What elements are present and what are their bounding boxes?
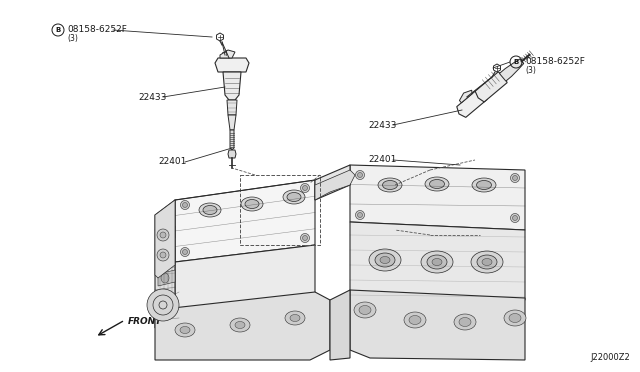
Polygon shape xyxy=(175,245,315,325)
Polygon shape xyxy=(457,89,487,117)
Ellipse shape xyxy=(429,180,445,189)
Ellipse shape xyxy=(245,199,259,208)
Text: 22433: 22433 xyxy=(368,121,396,129)
Ellipse shape xyxy=(359,305,371,314)
Circle shape xyxy=(301,234,310,243)
Circle shape xyxy=(180,247,189,257)
Polygon shape xyxy=(158,226,175,242)
Polygon shape xyxy=(315,165,350,200)
Text: 22401: 22401 xyxy=(158,157,186,167)
Ellipse shape xyxy=(241,197,263,211)
Polygon shape xyxy=(330,290,350,360)
Circle shape xyxy=(511,173,520,183)
Ellipse shape xyxy=(471,251,503,273)
Ellipse shape xyxy=(369,249,401,271)
Circle shape xyxy=(513,215,518,221)
Ellipse shape xyxy=(378,178,402,192)
Polygon shape xyxy=(223,72,241,100)
Ellipse shape xyxy=(383,180,397,189)
Polygon shape xyxy=(155,292,330,360)
Polygon shape xyxy=(155,200,175,278)
Ellipse shape xyxy=(161,229,169,239)
Bar xyxy=(240,175,320,245)
Ellipse shape xyxy=(161,251,169,261)
Polygon shape xyxy=(220,50,235,58)
Circle shape xyxy=(511,214,520,222)
Circle shape xyxy=(355,211,365,219)
Circle shape xyxy=(303,186,307,190)
Circle shape xyxy=(159,301,167,309)
Polygon shape xyxy=(227,100,237,115)
Circle shape xyxy=(160,232,166,238)
Ellipse shape xyxy=(425,177,449,191)
Polygon shape xyxy=(499,59,524,81)
Circle shape xyxy=(157,229,169,241)
Text: J22000Z2: J22000Z2 xyxy=(590,353,630,362)
Ellipse shape xyxy=(482,259,492,266)
Ellipse shape xyxy=(375,253,395,267)
Ellipse shape xyxy=(354,302,376,318)
Ellipse shape xyxy=(199,203,221,217)
Polygon shape xyxy=(315,170,355,200)
Polygon shape xyxy=(228,115,236,130)
Ellipse shape xyxy=(421,251,453,273)
Polygon shape xyxy=(158,270,175,286)
Ellipse shape xyxy=(472,178,496,192)
Polygon shape xyxy=(175,180,315,262)
Polygon shape xyxy=(350,165,525,230)
Polygon shape xyxy=(228,150,236,158)
Polygon shape xyxy=(158,248,175,264)
Text: 22401: 22401 xyxy=(368,155,396,164)
Ellipse shape xyxy=(230,318,250,332)
Circle shape xyxy=(355,170,365,180)
Circle shape xyxy=(358,173,362,177)
Text: FRONT: FRONT xyxy=(128,317,163,326)
Ellipse shape xyxy=(380,257,390,263)
Circle shape xyxy=(182,250,188,254)
Circle shape xyxy=(513,176,518,180)
Ellipse shape xyxy=(161,273,169,283)
Circle shape xyxy=(303,235,307,241)
Ellipse shape xyxy=(285,311,305,325)
Circle shape xyxy=(153,295,173,315)
Polygon shape xyxy=(460,90,472,103)
Polygon shape xyxy=(350,222,525,310)
Circle shape xyxy=(182,202,188,208)
Ellipse shape xyxy=(180,327,190,334)
Ellipse shape xyxy=(427,255,447,269)
Circle shape xyxy=(147,289,179,321)
Text: B: B xyxy=(513,59,518,65)
Text: 08158-6252F: 08158-6252F xyxy=(67,26,127,35)
Polygon shape xyxy=(350,290,525,360)
Polygon shape xyxy=(155,200,175,328)
Ellipse shape xyxy=(432,259,442,266)
Ellipse shape xyxy=(454,314,476,330)
Text: 22433: 22433 xyxy=(138,93,166,102)
Ellipse shape xyxy=(290,314,300,321)
Ellipse shape xyxy=(504,310,526,326)
Ellipse shape xyxy=(283,190,305,204)
Circle shape xyxy=(157,249,169,261)
Ellipse shape xyxy=(203,205,217,215)
Ellipse shape xyxy=(459,317,471,327)
Ellipse shape xyxy=(509,314,521,323)
Ellipse shape xyxy=(175,323,195,337)
Polygon shape xyxy=(230,130,234,150)
Text: 08158-6252F: 08158-6252F xyxy=(525,58,585,67)
Polygon shape xyxy=(475,72,507,102)
Circle shape xyxy=(180,201,189,209)
Text: (3): (3) xyxy=(525,67,536,76)
Ellipse shape xyxy=(404,312,426,328)
Circle shape xyxy=(301,183,310,192)
Ellipse shape xyxy=(235,321,245,328)
Polygon shape xyxy=(215,58,249,72)
Circle shape xyxy=(358,212,362,218)
Ellipse shape xyxy=(477,255,497,269)
Text: (3): (3) xyxy=(67,35,78,44)
Ellipse shape xyxy=(287,192,301,202)
Ellipse shape xyxy=(409,315,421,324)
Ellipse shape xyxy=(477,180,492,189)
Circle shape xyxy=(160,252,166,258)
Text: B: B xyxy=(56,27,61,33)
